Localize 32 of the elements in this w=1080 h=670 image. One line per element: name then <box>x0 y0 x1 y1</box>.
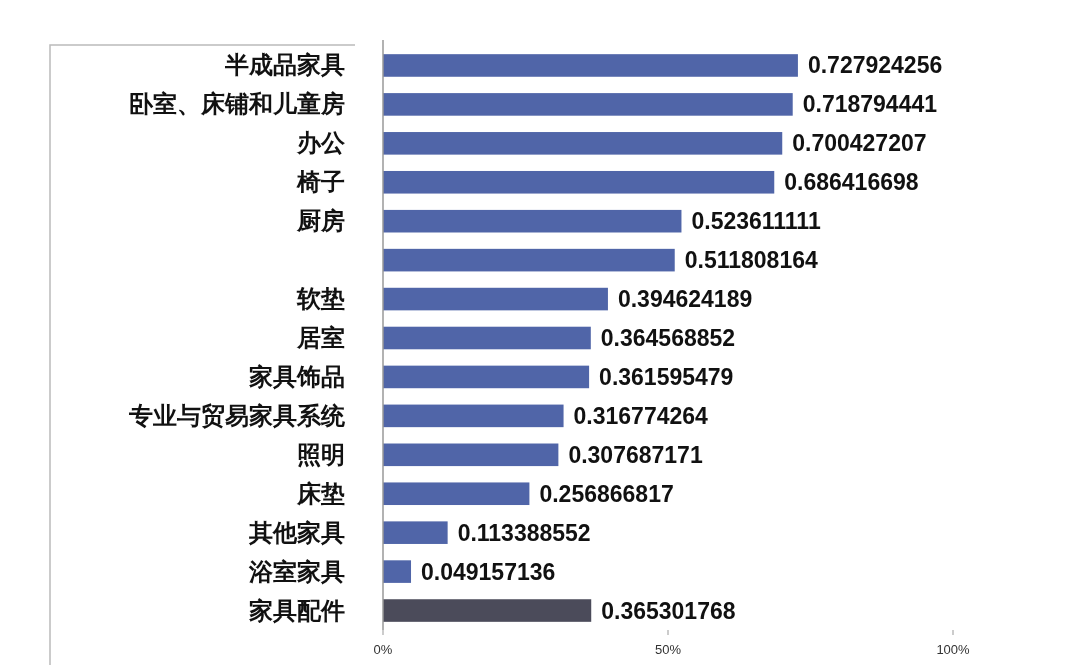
data-label: 0.718794441 <box>802 91 938 118</box>
data-label: 0.511808164 <box>684 247 818 274</box>
data-label: 0.365301768 <box>601 597 736 624</box>
y-tick-label: 专业与贸易家具系统 <box>128 401 346 429</box>
y-tick-label: 其他家具 <box>248 518 345 546</box>
data-label: 0.686416698 <box>784 169 919 196</box>
data-label: 0.364568852 <box>600 325 736 351</box>
y-tick-label: 居室 <box>296 324 345 351</box>
y-tick-label: 床垫 <box>296 479 345 507</box>
data-label: 0.316774264 <box>573 402 709 429</box>
data-label: 0.113388552 <box>457 519 591 546</box>
data-label: 0.361595479 <box>599 363 734 390</box>
data-label: 0.256866817 <box>539 480 674 507</box>
data-label: 0.307687171 <box>568 441 703 468</box>
y-tick-label: 办公 <box>296 129 346 157</box>
y-tick-label: 家具配件 <box>248 596 345 624</box>
x-tick-label: 0% <box>373 642 393 657</box>
data-label: 0.049157136 <box>421 558 556 585</box>
y-tick-label: 卧室、床铺和儿童房 <box>129 90 345 118</box>
x-tick-label: 50% <box>654 642 682 657</box>
y-tick-label: 浴室家具 <box>248 557 345 585</box>
data-label: 0.727924256 <box>807 52 943 79</box>
data-label: 0.700427207 <box>792 130 927 157</box>
y-tick-label: 软垫 <box>296 285 345 313</box>
data-label: 0.394624189 <box>617 286 753 313</box>
y-tick-label: 家具饰品 <box>248 362 345 390</box>
y-tick-label: 照明 <box>297 440 345 468</box>
y-tick-label: 厨房 <box>296 207 345 235</box>
data-label: 0.523611111 <box>691 208 821 235</box>
y-tick-label: 椅子 <box>296 168 345 196</box>
y-tick-label: 半成品家具 <box>224 51 345 79</box>
x-tick-label: 100% <box>936 642 971 657</box>
